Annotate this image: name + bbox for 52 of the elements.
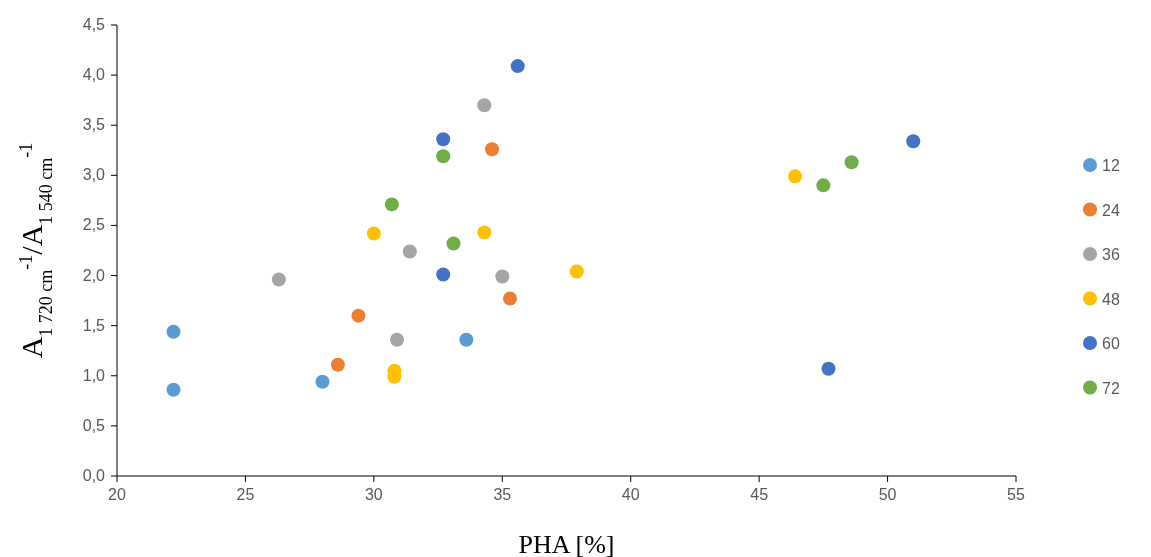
point — [166, 382, 181, 397]
point — [569, 264, 584, 279]
point — [477, 225, 492, 240]
x-tick-label: 50 — [878, 486, 897, 503]
point — [366, 226, 381, 241]
y-tick-label: 2,5 — [82, 216, 106, 234]
point — [459, 332, 474, 347]
point — [816, 178, 831, 193]
y-tick-label: 3,0 — [82, 166, 106, 184]
x-tick-label: 40 — [621, 486, 640, 503]
x-tick-label: 25 — [236, 486, 255, 503]
x-tick-label: 20 — [108, 486, 126, 503]
x-tick-label: 45 — [750, 486, 769, 503]
legend-label: 72 — [1102, 379, 1120, 397]
point — [436, 132, 451, 147]
point — [485, 142, 500, 157]
point — [446, 236, 461, 251]
point — [906, 134, 921, 149]
legend-label: 60 — [1102, 335, 1120, 352]
point — [402, 244, 417, 259]
x-tick-label: 55 — [1007, 486, 1025, 503]
legend-label: 12 — [1102, 157, 1120, 174]
point — [166, 324, 181, 339]
y-tick-label: 0,5 — [82, 416, 106, 434]
point — [389, 332, 404, 347]
point — [788, 169, 803, 184]
y-tick-label: 4,0 — [82, 66, 106, 84]
y-tick-label: 0,0 — [82, 467, 106, 484]
point — [436, 149, 451, 164]
legend-label: 24 — [1102, 201, 1120, 219]
y-tick-label: 3,5 — [82, 116, 106, 134]
x-axis-title: PHA [%] — [518, 530, 615, 557]
point — [821, 361, 836, 376]
y-tick-label: 1,0 — [82, 366, 106, 384]
point — [844, 155, 859, 170]
point — [271, 272, 286, 287]
y-tick-label: 4,5 — [82, 16, 106, 33]
y-tick-label: 2,0 — [82, 266, 106, 284]
point — [436, 267, 451, 282]
x-tick-label: 30 — [364, 486, 383, 503]
point — [330, 357, 345, 372]
point — [502, 291, 517, 306]
point — [477, 98, 492, 113]
point — [351, 308, 366, 323]
point — [315, 374, 330, 389]
y-tick-label: 1,5 — [82, 316, 106, 334]
point — [495, 269, 510, 284]
legend-label: 48 — [1102, 290, 1120, 308]
legend-label: 36 — [1102, 246, 1120, 263]
point — [510, 59, 525, 74]
point — [384, 197, 399, 212]
x-tick-label: 35 — [493, 486, 512, 503]
